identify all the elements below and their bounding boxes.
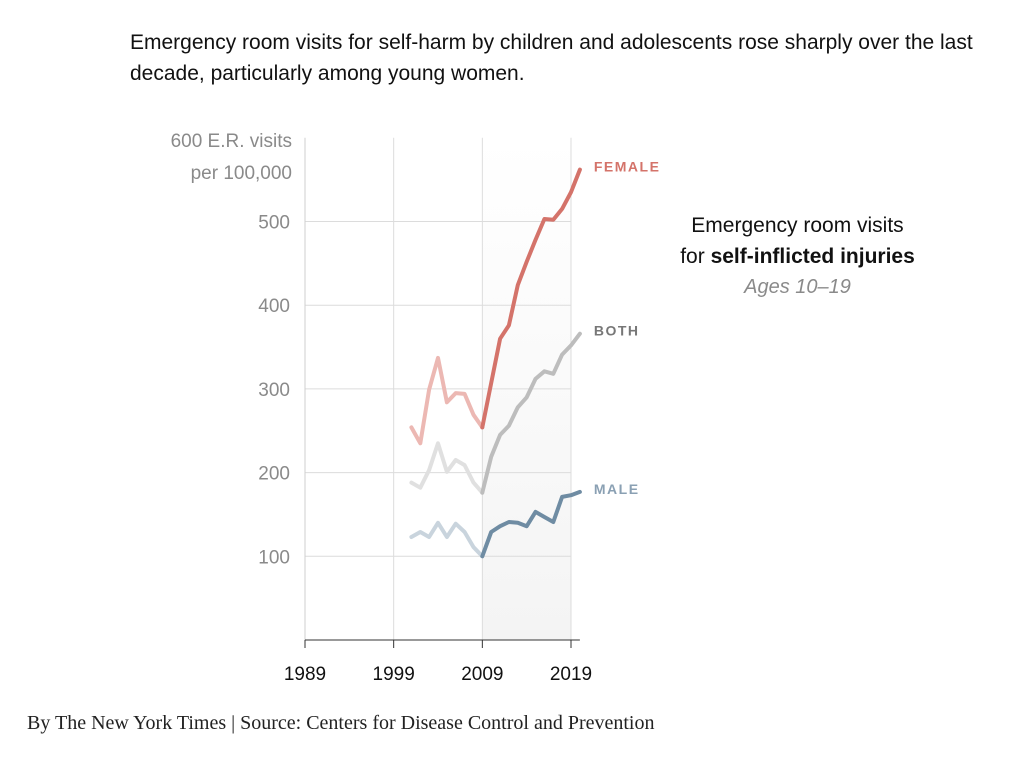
y-tick-label: 400 xyxy=(258,296,290,317)
annotation-line2: for self-inflicted injuries xyxy=(640,241,955,272)
both-series-label: BOTH xyxy=(594,323,640,339)
chart-annotation: Emergency room visits for self-inflicted… xyxy=(640,210,955,303)
headline: Emergency room visits for self-harm by c… xyxy=(130,31,973,85)
x-tick-label: 2009 xyxy=(461,664,503,685)
female-series-line-early xyxy=(409,355,485,446)
y-tick-label: 500 xyxy=(258,213,290,234)
y-tick-label: 100 xyxy=(258,547,290,568)
female-series-label: FEMALE xyxy=(594,159,661,175)
annotation-bold: self-inflicted injuries xyxy=(710,245,915,268)
y-tick-label: 200 xyxy=(258,464,290,485)
y-axis-label-line1: 600 E.R. visits xyxy=(171,131,292,152)
source-credit: By The New York Times | Source: Centers … xyxy=(27,712,655,734)
x-tick-label: 1999 xyxy=(373,664,415,685)
male-series-line-early xyxy=(409,520,485,559)
both-series-line xyxy=(480,331,582,495)
annotation-line1: Emergency room visits xyxy=(691,214,904,237)
male-series-label: MALE xyxy=(594,481,640,497)
both-series-line-early xyxy=(409,441,485,495)
y-axis-label-line2: per 100,000 xyxy=(191,163,292,184)
y-tick-label: 300 xyxy=(258,380,290,401)
annotation-subtitle: Ages 10–19 xyxy=(744,276,851,298)
annotation-prefix: for xyxy=(680,245,711,268)
x-tick-label: 2019 xyxy=(550,664,592,685)
male-series-line xyxy=(480,489,582,559)
line-chart: 600 E.R. visits per 100,000 100 200 300 400… xyxy=(171,131,661,685)
x-tick-label: 1989 xyxy=(284,664,326,685)
female-series-line xyxy=(480,167,582,430)
